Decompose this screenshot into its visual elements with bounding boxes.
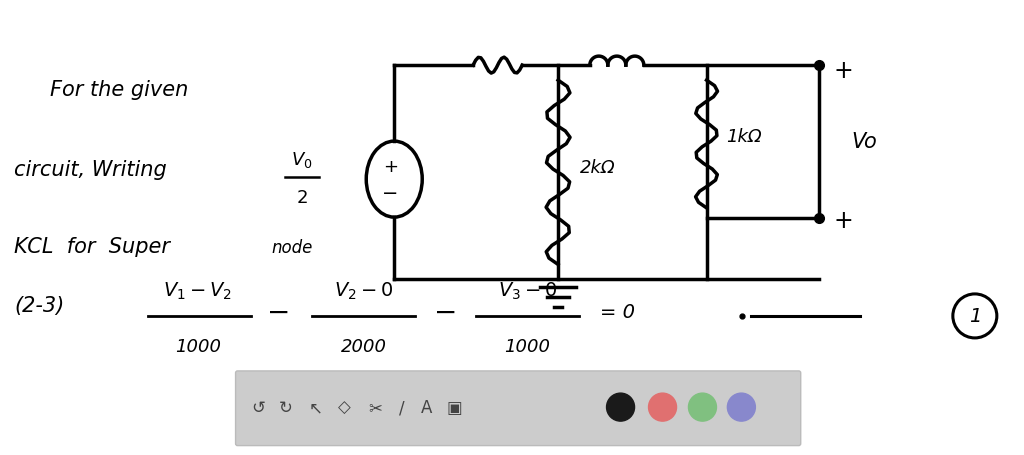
Text: Vo: Vo <box>851 132 877 152</box>
Text: 1000: 1000 <box>175 337 220 355</box>
Text: ▣: ▣ <box>446 398 463 416</box>
Text: −: − <box>267 298 290 326</box>
Text: +: + <box>834 208 853 233</box>
Circle shape <box>688 393 717 421</box>
FancyBboxPatch shape <box>236 371 801 445</box>
Text: 1: 1 <box>969 307 981 326</box>
Text: KCL  for  Super: KCL for Super <box>14 237 170 257</box>
Text: node: node <box>271 238 312 257</box>
Text: ↻: ↻ <box>279 398 293 416</box>
Text: ◇: ◇ <box>338 398 350 416</box>
Text: For the given: For the given <box>50 80 188 100</box>
Text: 2kΩ: 2kΩ <box>580 159 615 177</box>
Circle shape <box>727 393 756 421</box>
Text: 1000: 1000 <box>505 337 550 355</box>
Text: $V_3 - 0$: $V_3 - 0$ <box>498 281 557 302</box>
Text: −: − <box>382 183 398 202</box>
Text: $V_0$: $V_0$ <box>291 149 313 169</box>
Text: 1kΩ: 1kΩ <box>727 128 762 146</box>
Text: = 0: = 0 <box>600 303 635 322</box>
Circle shape <box>606 393 635 421</box>
Text: ↺: ↺ <box>251 398 265 416</box>
Text: 2: 2 <box>296 189 308 207</box>
Text: 2000: 2000 <box>341 337 386 355</box>
Text: +: + <box>383 157 397 176</box>
Text: ✂: ✂ <box>368 398 382 416</box>
Text: ↖: ↖ <box>308 398 323 416</box>
Circle shape <box>648 393 677 421</box>
Text: $V_2 - 0$: $V_2 - 0$ <box>334 281 393 302</box>
Text: +: + <box>834 59 853 83</box>
Text: A: A <box>421 398 433 416</box>
Text: /: / <box>398 398 404 416</box>
Text: (2-3): (2-3) <box>14 296 65 316</box>
Text: −: − <box>434 298 457 326</box>
Text: $V_1 - V_2$: $V_1 - V_2$ <box>163 281 232 302</box>
Text: circuit, Writing: circuit, Writing <box>14 159 167 179</box>
